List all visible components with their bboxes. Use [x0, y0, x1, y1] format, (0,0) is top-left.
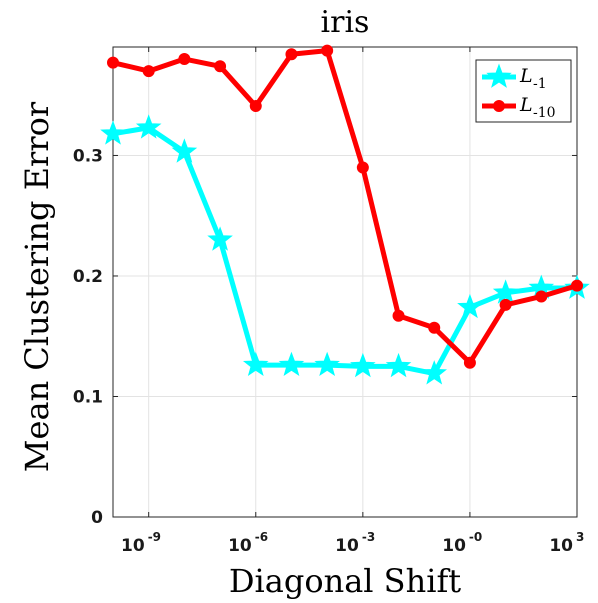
data-point-circle	[249, 100, 262, 113]
legend-label-subscript: -10	[533, 105, 556, 121]
x-tick-label-base: 10	[335, 536, 359, 556]
y-tick-label: 0.2	[73, 267, 103, 287]
data-point-circle	[499, 298, 512, 311]
x-tick-label-exponent: -6	[255, 530, 268, 544]
legend-label: L	[519, 94, 533, 116]
legend-entry: L -1	[482, 63, 547, 92]
x-tick-label: 10 -6	[228, 530, 268, 556]
data-point-star	[207, 226, 233, 251]
legend-entry: L -10	[482, 94, 556, 121]
y-tick-label: 0.3	[73, 146, 103, 166]
data-point-star	[385, 352, 412, 378]
data-point-circle	[392, 309, 405, 322]
x-tick-label-exponent: 3	[576, 530, 584, 544]
data-point-circle	[142, 65, 155, 78]
data-point-circle	[285, 48, 298, 61]
data-point-star	[278, 351, 305, 377]
x-tick-label-exponent: -3	[362, 530, 375, 544]
y-tick-label: 0.1	[73, 387, 103, 407]
x-tick-label-exponent: -9	[148, 530, 161, 544]
axis-ticks: 10 -9 10 -6 10 -3 10 -0 10 300.10.20.3	[73, 47, 584, 556]
x-tick-label: 10 -9	[121, 530, 161, 556]
chart-title: iris	[321, 5, 370, 40]
data-point-star	[171, 138, 198, 163]
data-point-circle	[463, 356, 476, 369]
data-point-circle	[321, 44, 334, 57]
y-tick-label: 0	[91, 508, 103, 528]
data-point-star	[492, 279, 519, 304]
x-tick-label: 10 -3	[335, 530, 375, 556]
y-axis-label: Mean Clustering Error	[18, 101, 56, 472]
data-point-circle	[571, 279, 583, 292]
data-point-star	[314, 351, 340, 377]
series-2	[107, 44, 583, 369]
x-axis-label: Diagonal Shift	[229, 562, 461, 600]
legend-box	[475, 59, 572, 123]
data-point-star	[242, 351, 269, 377]
series-line	[112, 125, 577, 377]
data-point-star	[457, 293, 483, 319]
x-tick-label-exponent: -0	[469, 530, 482, 544]
x-tick-label-base: 10	[549, 536, 573, 556]
data-point-circle	[356, 161, 369, 174]
data-point-star	[135, 114, 162, 139]
x-tick-label: 10 -0	[442, 530, 482, 556]
data-point-star	[421, 360, 448, 385]
legend-label-subscript: -1	[533, 76, 547, 92]
legend: L -1L -10	[475, 59, 572, 123]
x-tick-label-base: 10	[442, 536, 466, 556]
legend-marker-star	[486, 63, 512, 88]
data-point-circle	[428, 321, 441, 334]
x-tick-label-base: 10	[228, 536, 252, 556]
series	[100, 44, 590, 385]
data-point-circle	[178, 53, 191, 66]
data-point-star	[100, 120, 126, 145]
data-point-circle	[107, 56, 119, 69]
series-1	[100, 114, 590, 385]
legend-label: L	[519, 65, 533, 87]
series-line	[112, 48, 578, 366]
legend-marker-circle	[493, 100, 505, 112]
x-tick-label-base: 10	[121, 536, 145, 556]
data-point-star	[350, 352, 376, 378]
data-point-circle	[214, 60, 227, 73]
x-tick-label: 10 3	[549, 530, 584, 556]
data-point-circle	[535, 290, 548, 303]
